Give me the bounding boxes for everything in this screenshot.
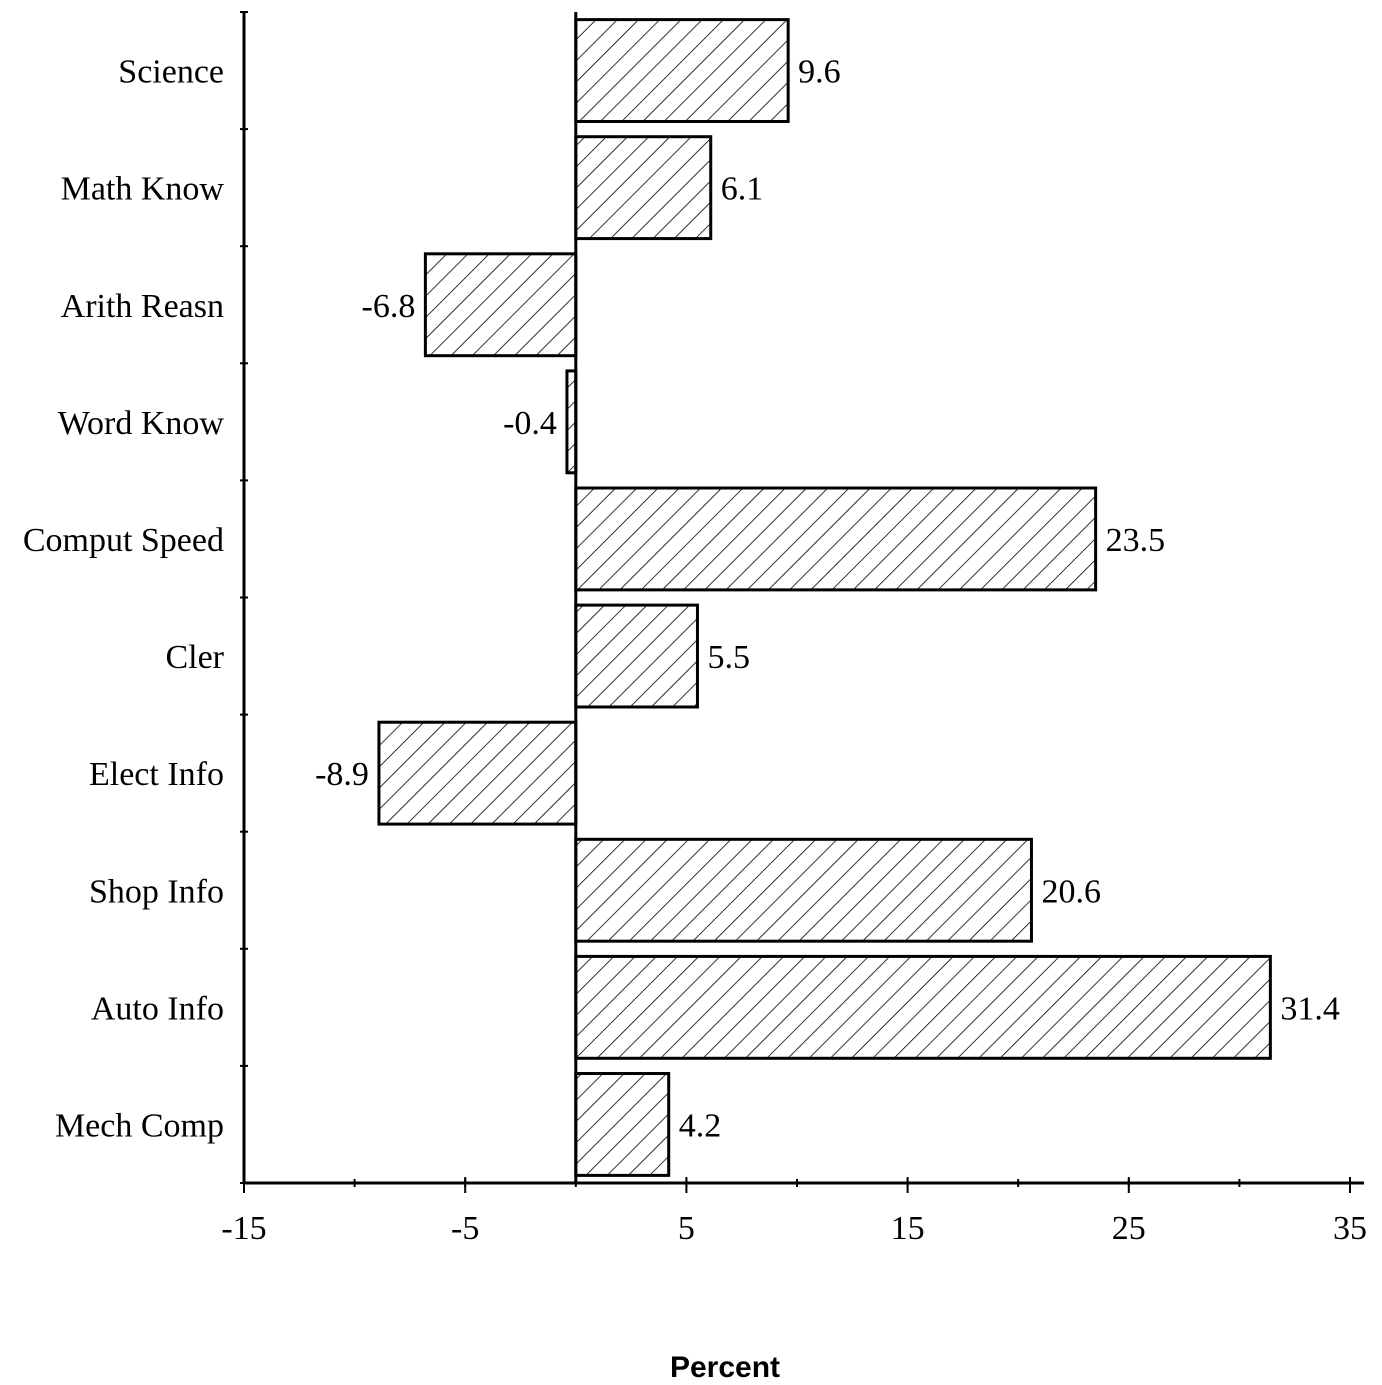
bar-5 xyxy=(576,605,698,707)
category-label-1: Math Know xyxy=(61,171,225,208)
value-label-0: 9.6 xyxy=(798,54,841,91)
category-label-7: Shop Info xyxy=(89,873,224,910)
category-label-9: Mech Comp xyxy=(55,1107,224,1144)
bar-1 xyxy=(576,137,711,239)
category-label-8: Auto Info xyxy=(91,990,224,1027)
bar-0 xyxy=(576,20,788,122)
x-tick-label-0: -15 xyxy=(221,1210,266,1247)
x-tick-label-2: 5 xyxy=(678,1210,695,1247)
value-label-5: 5.5 xyxy=(707,639,750,676)
value-label-6: -8.9 xyxy=(315,756,369,793)
value-label-3: -0.4 xyxy=(503,405,557,442)
category-label-5: Cler xyxy=(165,639,224,676)
x-tick-label-3: 15 xyxy=(891,1210,925,1247)
value-label-8: 31.4 xyxy=(1280,990,1340,1027)
bar-6 xyxy=(379,722,576,824)
value-label-9: 4.2 xyxy=(679,1107,722,1144)
bars-layer xyxy=(379,20,1270,1176)
value-label-2: -6.8 xyxy=(362,288,416,325)
x-tick-label-1: -5 xyxy=(451,1210,479,1247)
x-axis-title: Percent xyxy=(670,1351,780,1384)
category-label-0: Science xyxy=(118,54,224,91)
category-label-3: Word Know xyxy=(58,405,225,442)
category-label-2: Arith Reasn xyxy=(61,288,224,325)
bar-2 xyxy=(425,254,575,356)
bar-8 xyxy=(576,956,1271,1058)
x-tick-label-5: 35 xyxy=(1333,1210,1367,1247)
value-label-7: 20.6 xyxy=(1041,873,1101,910)
value-label-1: 6.1 xyxy=(721,171,764,208)
bar-4 xyxy=(576,488,1096,590)
bar-7 xyxy=(576,839,1032,941)
bar-9 xyxy=(576,1074,669,1176)
category-label-4: Comput Speed xyxy=(23,522,224,559)
value-label-4: 23.5 xyxy=(1106,522,1166,559)
x-tick-label-4: 25 xyxy=(1112,1210,1146,1247)
category-label-6: Elect Info xyxy=(89,756,224,793)
